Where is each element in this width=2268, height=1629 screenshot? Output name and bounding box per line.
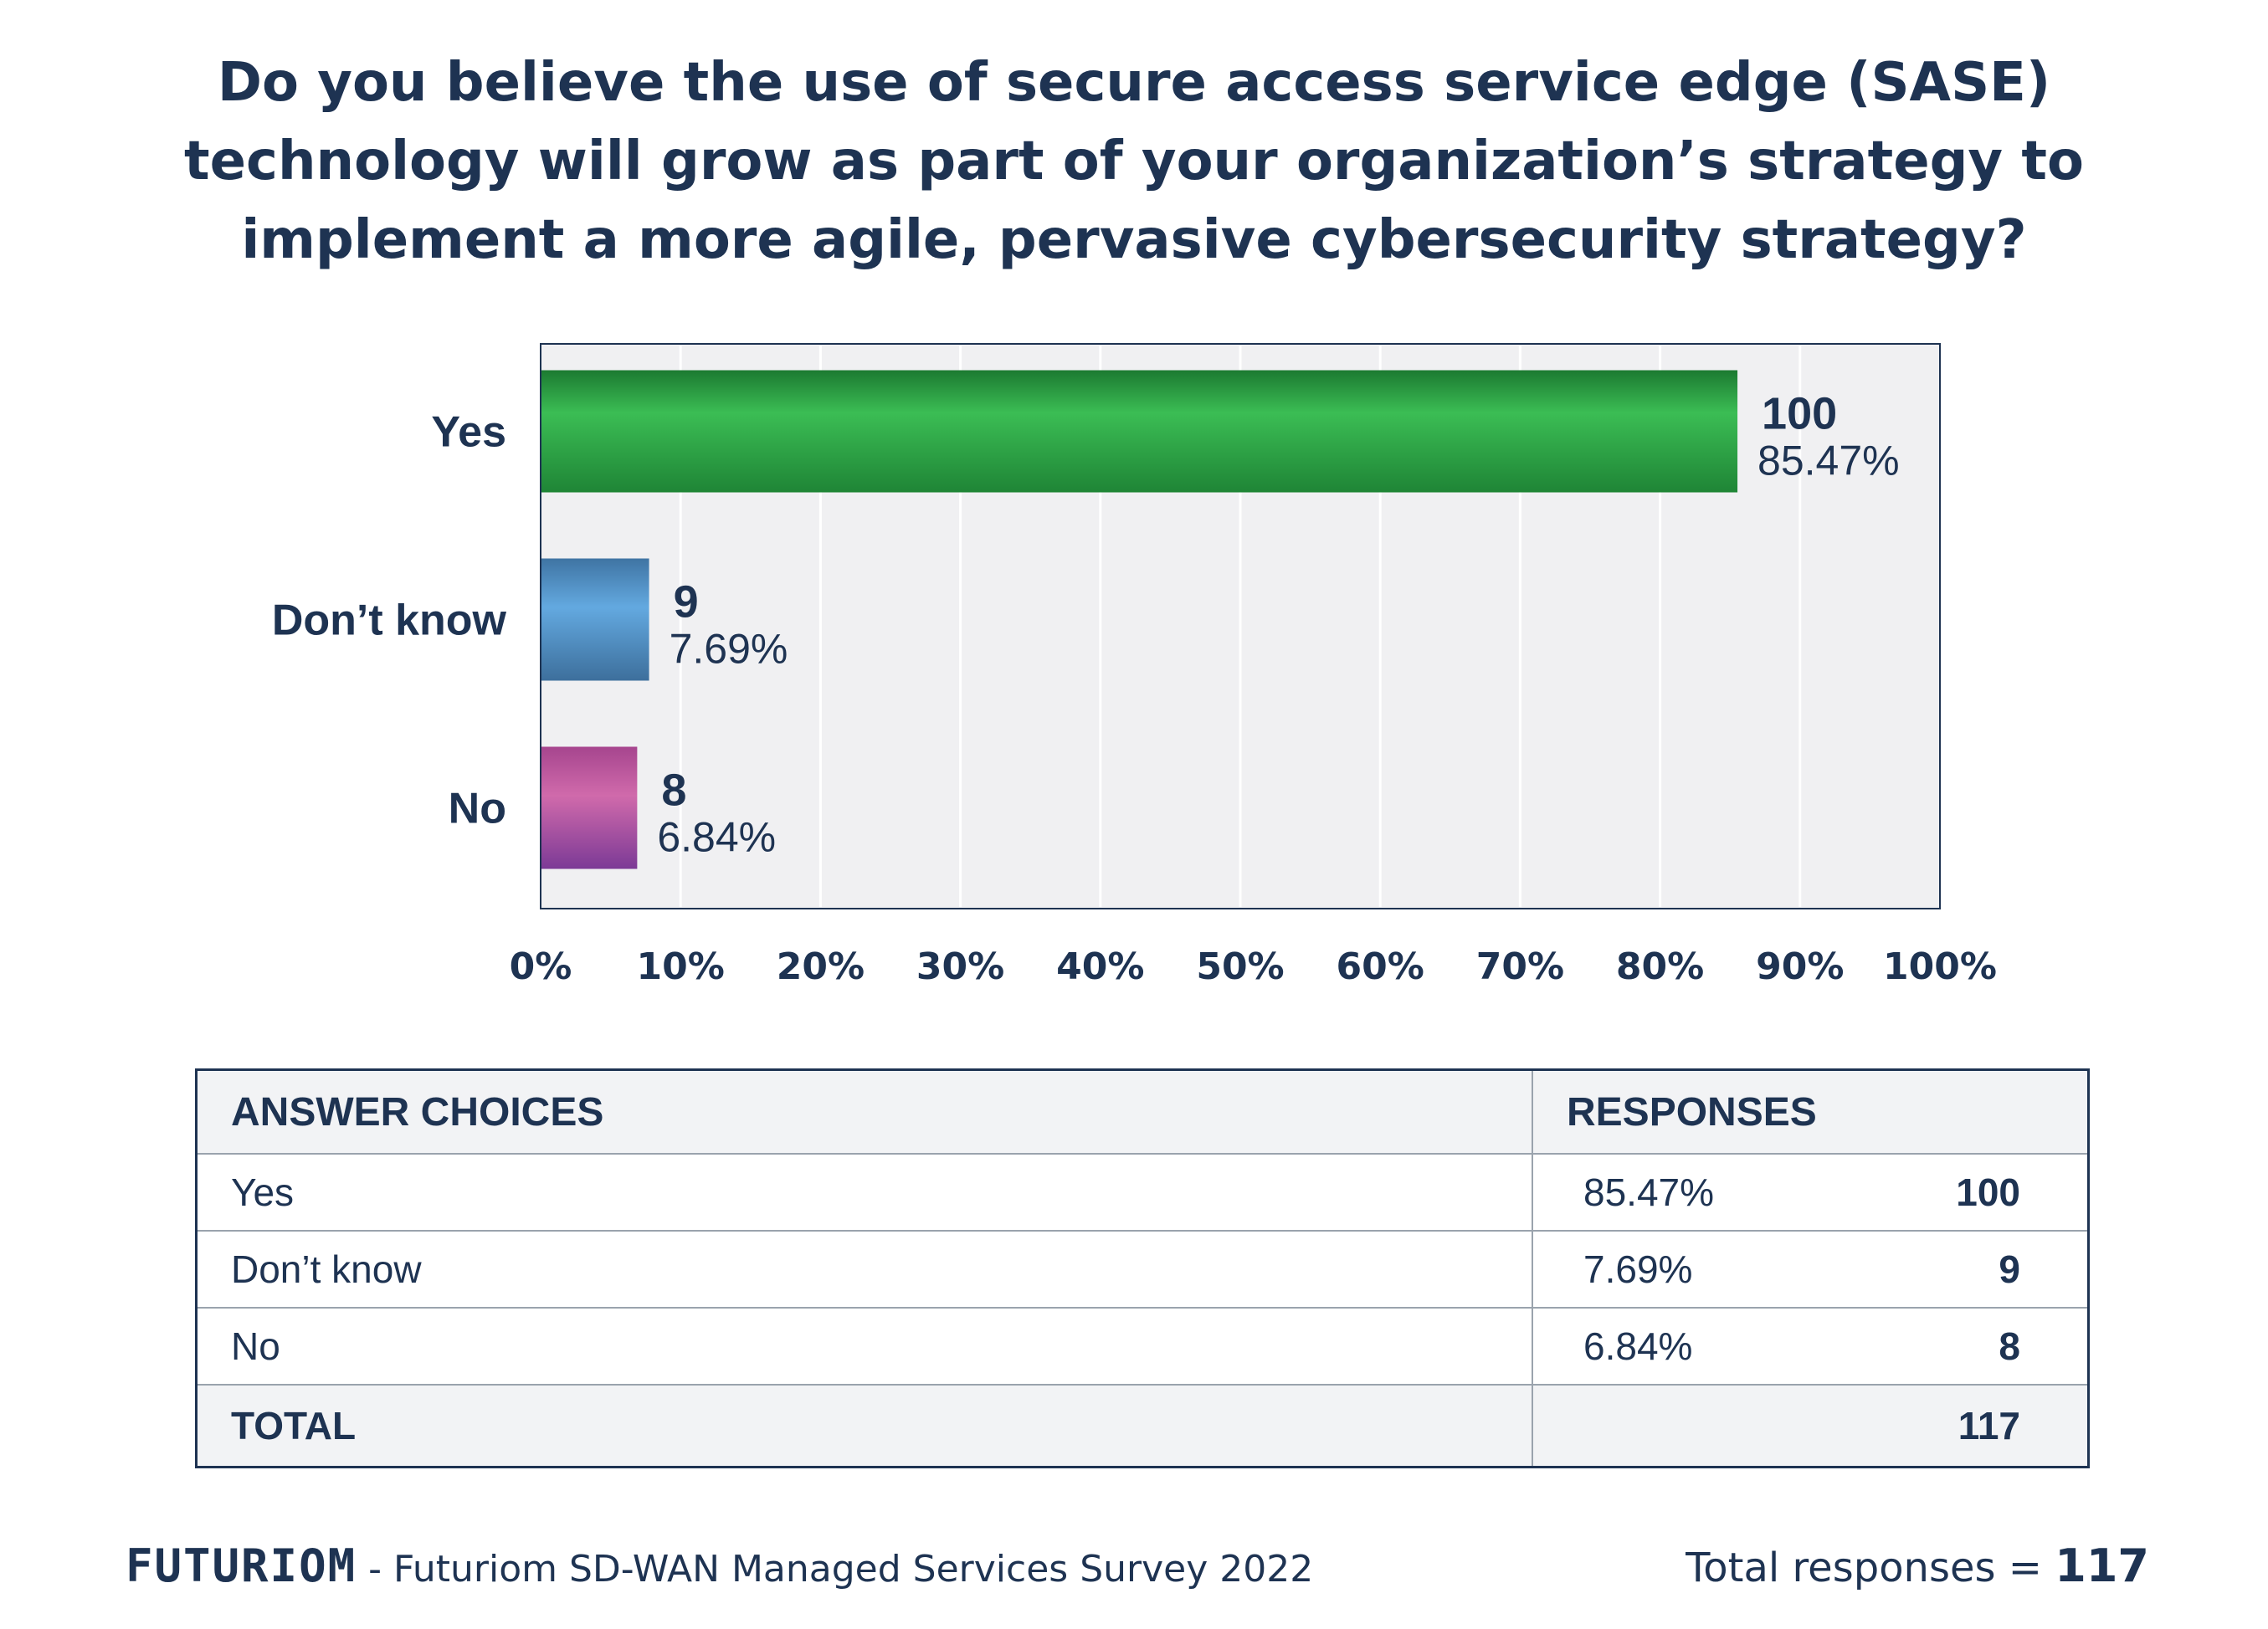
- title-line-3: implement a more agile, pervasive cybers…: [241, 209, 2027, 271]
- total-responses-label: Total responses =: [1686, 1544, 2042, 1591]
- bar-percent-label: 6.84%: [657, 814, 776, 861]
- bars: [541, 370, 1738, 869]
- survey-source: - Futuriom SD-WAN Managed Services Surve…: [368, 1548, 1314, 1591]
- bar: [541, 746, 638, 869]
- x-tick-label: 0%: [510, 945, 572, 988]
- header-responses: RESPONSES: [1532, 1069, 2089, 1154]
- x-tick-label: 70%: [1476, 945, 1564, 988]
- x-tick-label: 60%: [1337, 945, 1424, 988]
- category-label: No: [449, 785, 506, 833]
- footer-total-responses: Total responses = 117: [1647, 1539, 2149, 1592]
- table-row: Don’t know 7.69% 9: [196, 1230, 2089, 1308]
- bar: [541, 558, 649, 681]
- row-choice: No: [196, 1307, 1533, 1385]
- table-row: No 6.84% 8: [196, 1307, 2089, 1385]
- total-spacer: [1532, 1384, 1811, 1468]
- table-row: Yes 85.47% 100: [196, 1153, 2089, 1231]
- x-tick-label: 100%: [1883, 945, 1997, 988]
- row-percent: 7.69%: [1532, 1230, 1811, 1308]
- row-count: 9: [1810, 1230, 2089, 1308]
- bar: [541, 370, 1738, 493]
- x-tick-label: 20%: [777, 945, 865, 988]
- header-answer-choices: ANSWER CHOICES: [196, 1069, 1533, 1154]
- row-choice: Yes: [196, 1153, 1533, 1231]
- futuriom-logo: FUTURIOM: [126, 1539, 357, 1592]
- x-tick-label: 30%: [916, 945, 1004, 988]
- row-choice: Don’t know: [196, 1230, 1533, 1308]
- x-axis-ticks: 0% 10% 20% 30% 40% 50% 60% 70% 80% 90% 100%: [510, 945, 1997, 988]
- total-responses-value: 117: [2055, 1539, 2149, 1592]
- x-tick-label: 80%: [1616, 945, 1704, 988]
- table-total-row: TOTAL 117: [196, 1384, 2089, 1468]
- x-tick-label: 50%: [1196, 945, 1284, 988]
- row-count: 8: [1810, 1307, 2089, 1385]
- bar-count-label: 9: [674, 577, 699, 628]
- total-count: 117: [1810, 1384, 2089, 1468]
- x-tick-label: 40%: [1056, 945, 1144, 988]
- category-label: Yes: [431, 408, 506, 457]
- category-label: Don’t know: [272, 597, 507, 645]
- row-percent: 85.47%: [1532, 1153, 1811, 1231]
- response-table: ANSWER CHOICES RESPONSES Yes 85.47% 100 …: [195, 1068, 2090, 1468]
- row-count: 100: [1810, 1153, 2089, 1231]
- chart-title: Do you believe the use of secure access …: [84, 44, 2184, 279]
- footer-source: FUTURIOM - Futuriom SD-WAN Managed Servi…: [126, 1539, 1313, 1592]
- total-label: TOTAL: [196, 1384, 1533, 1468]
- bar-percent-label: 7.69%: [670, 626, 788, 673]
- x-tick-label: 10%: [637, 945, 725, 988]
- bar-count-label: 100: [1762, 389, 1837, 439]
- title-line-2: technology will grow as part of your org…: [184, 131, 2084, 192]
- x-tick-label: 90%: [1756, 945, 1844, 988]
- bar-count-label: 8: [661, 766, 686, 816]
- row-percent: 6.84%: [1532, 1307, 1811, 1385]
- title-line-1: Do you believe the use of secure access …: [217, 52, 2051, 114]
- bar-percent-label: 85.47%: [1757, 438, 1900, 484]
- table-header-row: ANSWER CHOICES RESPONSES: [196, 1069, 2089, 1154]
